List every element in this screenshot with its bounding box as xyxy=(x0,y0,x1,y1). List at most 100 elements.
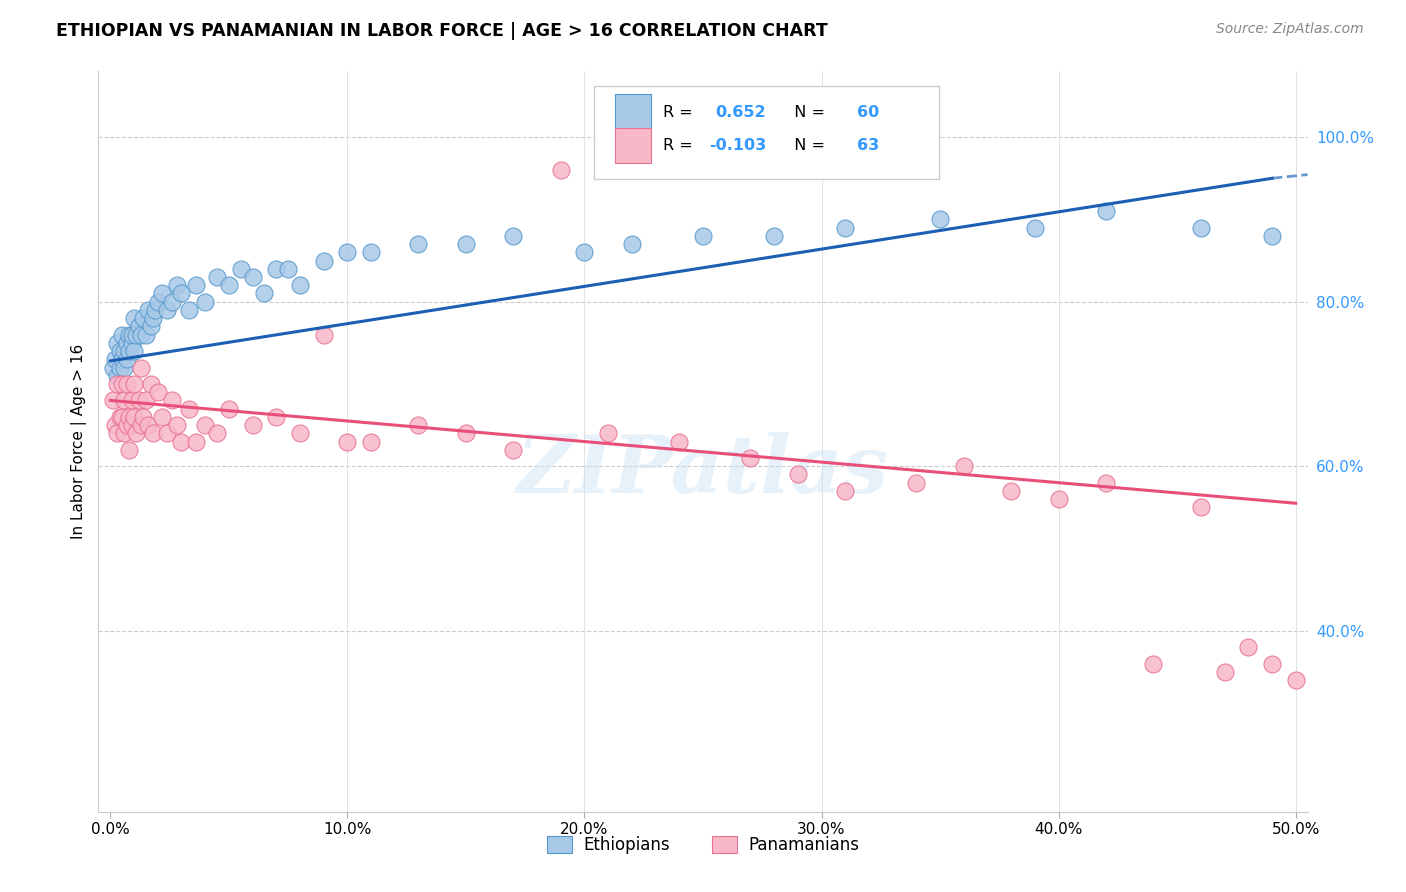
Point xyxy=(242,270,264,285)
Text: 63: 63 xyxy=(856,138,879,153)
Point xyxy=(312,253,335,268)
Point xyxy=(135,327,157,342)
FancyBboxPatch shape xyxy=(614,95,651,130)
Point xyxy=(132,311,155,326)
Point xyxy=(1189,220,1212,235)
Point xyxy=(177,401,200,416)
Point xyxy=(125,327,148,342)
Point xyxy=(122,376,145,391)
Text: ETHIOPIAN VS PANAMANIAN IN LABOR FORCE | AGE > 16 CORRELATION CHART: ETHIOPIAN VS PANAMANIAN IN LABOR FORCE |… xyxy=(56,22,828,40)
Point xyxy=(122,311,145,326)
Point xyxy=(128,393,150,408)
Point xyxy=(118,344,141,359)
Point xyxy=(1261,657,1284,671)
Point xyxy=(129,327,152,342)
Point xyxy=(108,409,131,424)
Point xyxy=(834,483,856,498)
Point xyxy=(502,442,524,457)
Point xyxy=(136,418,159,433)
Point xyxy=(1237,640,1260,655)
Point xyxy=(905,475,928,490)
Point xyxy=(1024,220,1046,235)
Point xyxy=(115,418,138,433)
Point xyxy=(166,418,188,433)
Text: R =: R = xyxy=(664,104,697,120)
Point xyxy=(454,426,477,441)
Point xyxy=(156,302,179,317)
Point xyxy=(152,286,174,301)
Point xyxy=(135,393,157,408)
Point xyxy=(115,376,138,391)
Y-axis label: In Labor Force | Age > 16: In Labor Force | Age > 16 xyxy=(72,344,87,539)
Point xyxy=(1000,483,1022,498)
Point xyxy=(142,426,165,441)
Point xyxy=(763,228,786,243)
Point xyxy=(105,426,128,441)
Point xyxy=(1095,204,1118,219)
Point xyxy=(184,278,207,293)
Point xyxy=(152,409,174,424)
Point xyxy=(194,294,217,309)
Point xyxy=(408,237,430,252)
Point xyxy=(121,393,143,408)
Point xyxy=(111,352,134,367)
FancyBboxPatch shape xyxy=(595,87,939,178)
Point xyxy=(115,352,138,367)
Point xyxy=(1285,673,1308,687)
Point xyxy=(786,467,808,482)
Point xyxy=(111,376,134,391)
Point xyxy=(288,278,311,293)
Point xyxy=(692,228,714,243)
Point xyxy=(1261,228,1284,243)
Point xyxy=(143,302,166,317)
Point xyxy=(105,376,128,391)
Point xyxy=(115,335,138,350)
Point xyxy=(122,344,145,359)
Point xyxy=(104,418,127,433)
Point xyxy=(336,245,359,260)
Point xyxy=(598,426,620,441)
Point xyxy=(952,459,974,474)
Point xyxy=(177,302,200,317)
Point xyxy=(101,393,124,408)
Point xyxy=(1213,665,1236,679)
Point xyxy=(620,237,643,252)
Point xyxy=(194,418,217,433)
Point xyxy=(114,426,136,441)
Point xyxy=(264,261,287,276)
Point xyxy=(253,286,276,301)
Text: Source: ZipAtlas.com: Source: ZipAtlas.com xyxy=(1216,22,1364,37)
Point xyxy=(740,450,762,465)
Point xyxy=(156,426,179,441)
Text: -0.103: -0.103 xyxy=(709,138,766,153)
Text: R =: R = xyxy=(664,138,697,153)
Point xyxy=(205,270,228,285)
Legend: Ethiopians, Panamanians: Ethiopians, Panamanians xyxy=(538,828,868,863)
Point xyxy=(114,360,136,375)
Point xyxy=(118,409,141,424)
Point xyxy=(105,335,128,350)
Point xyxy=(160,294,183,309)
Point xyxy=(550,163,572,178)
Text: N =: N = xyxy=(785,104,830,120)
Point xyxy=(312,327,335,342)
Point xyxy=(122,409,145,424)
Point xyxy=(105,368,128,383)
Point xyxy=(114,393,136,408)
Point xyxy=(170,434,193,449)
Text: 0.652: 0.652 xyxy=(716,104,766,120)
Point xyxy=(118,327,141,342)
Point xyxy=(336,434,359,449)
Point xyxy=(229,261,252,276)
Text: ZIPatlas: ZIPatlas xyxy=(517,433,889,510)
Point xyxy=(408,418,430,433)
Point xyxy=(360,434,382,449)
Point xyxy=(129,360,152,375)
Point xyxy=(574,245,596,260)
Point xyxy=(132,409,155,424)
Point xyxy=(129,418,152,433)
Point xyxy=(502,228,524,243)
Point xyxy=(136,302,159,317)
Point xyxy=(125,426,148,441)
Point xyxy=(218,401,240,416)
